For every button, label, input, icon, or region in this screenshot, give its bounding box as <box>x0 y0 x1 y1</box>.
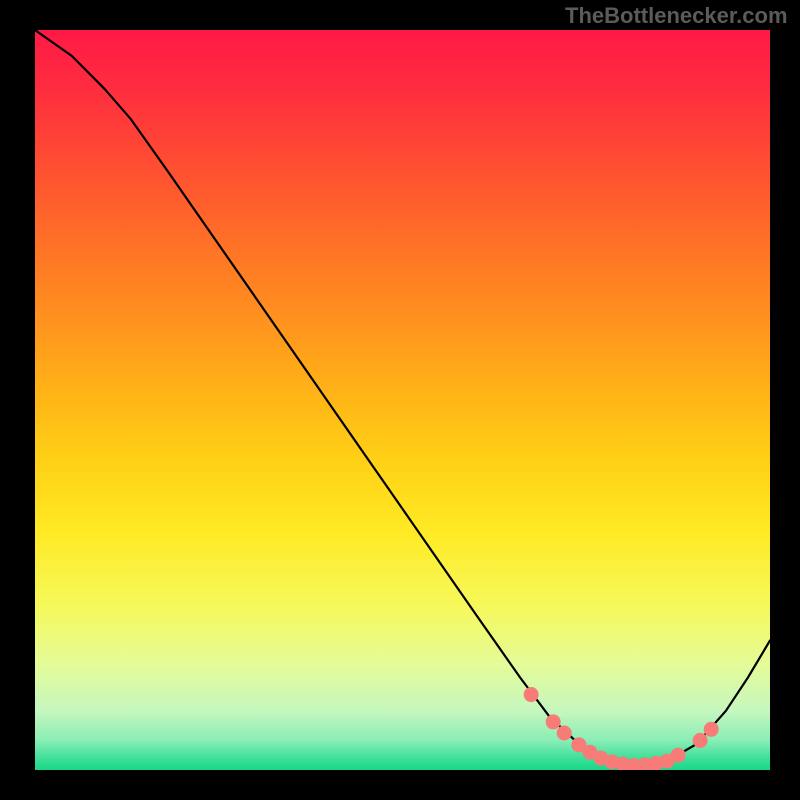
highlight-marker <box>693 733 708 748</box>
watermark-label: TheBottlenecker.com <box>565 3 788 29</box>
highlight-marker <box>546 714 561 729</box>
highlight-marker <box>671 748 686 763</box>
chart-frame: TheBottlenecker.com <box>0 0 800 800</box>
highlight-marker <box>704 722 719 737</box>
bottleneck-chart <box>35 30 770 770</box>
highlight-marker <box>524 687 539 702</box>
highlight-marker <box>557 726 572 741</box>
